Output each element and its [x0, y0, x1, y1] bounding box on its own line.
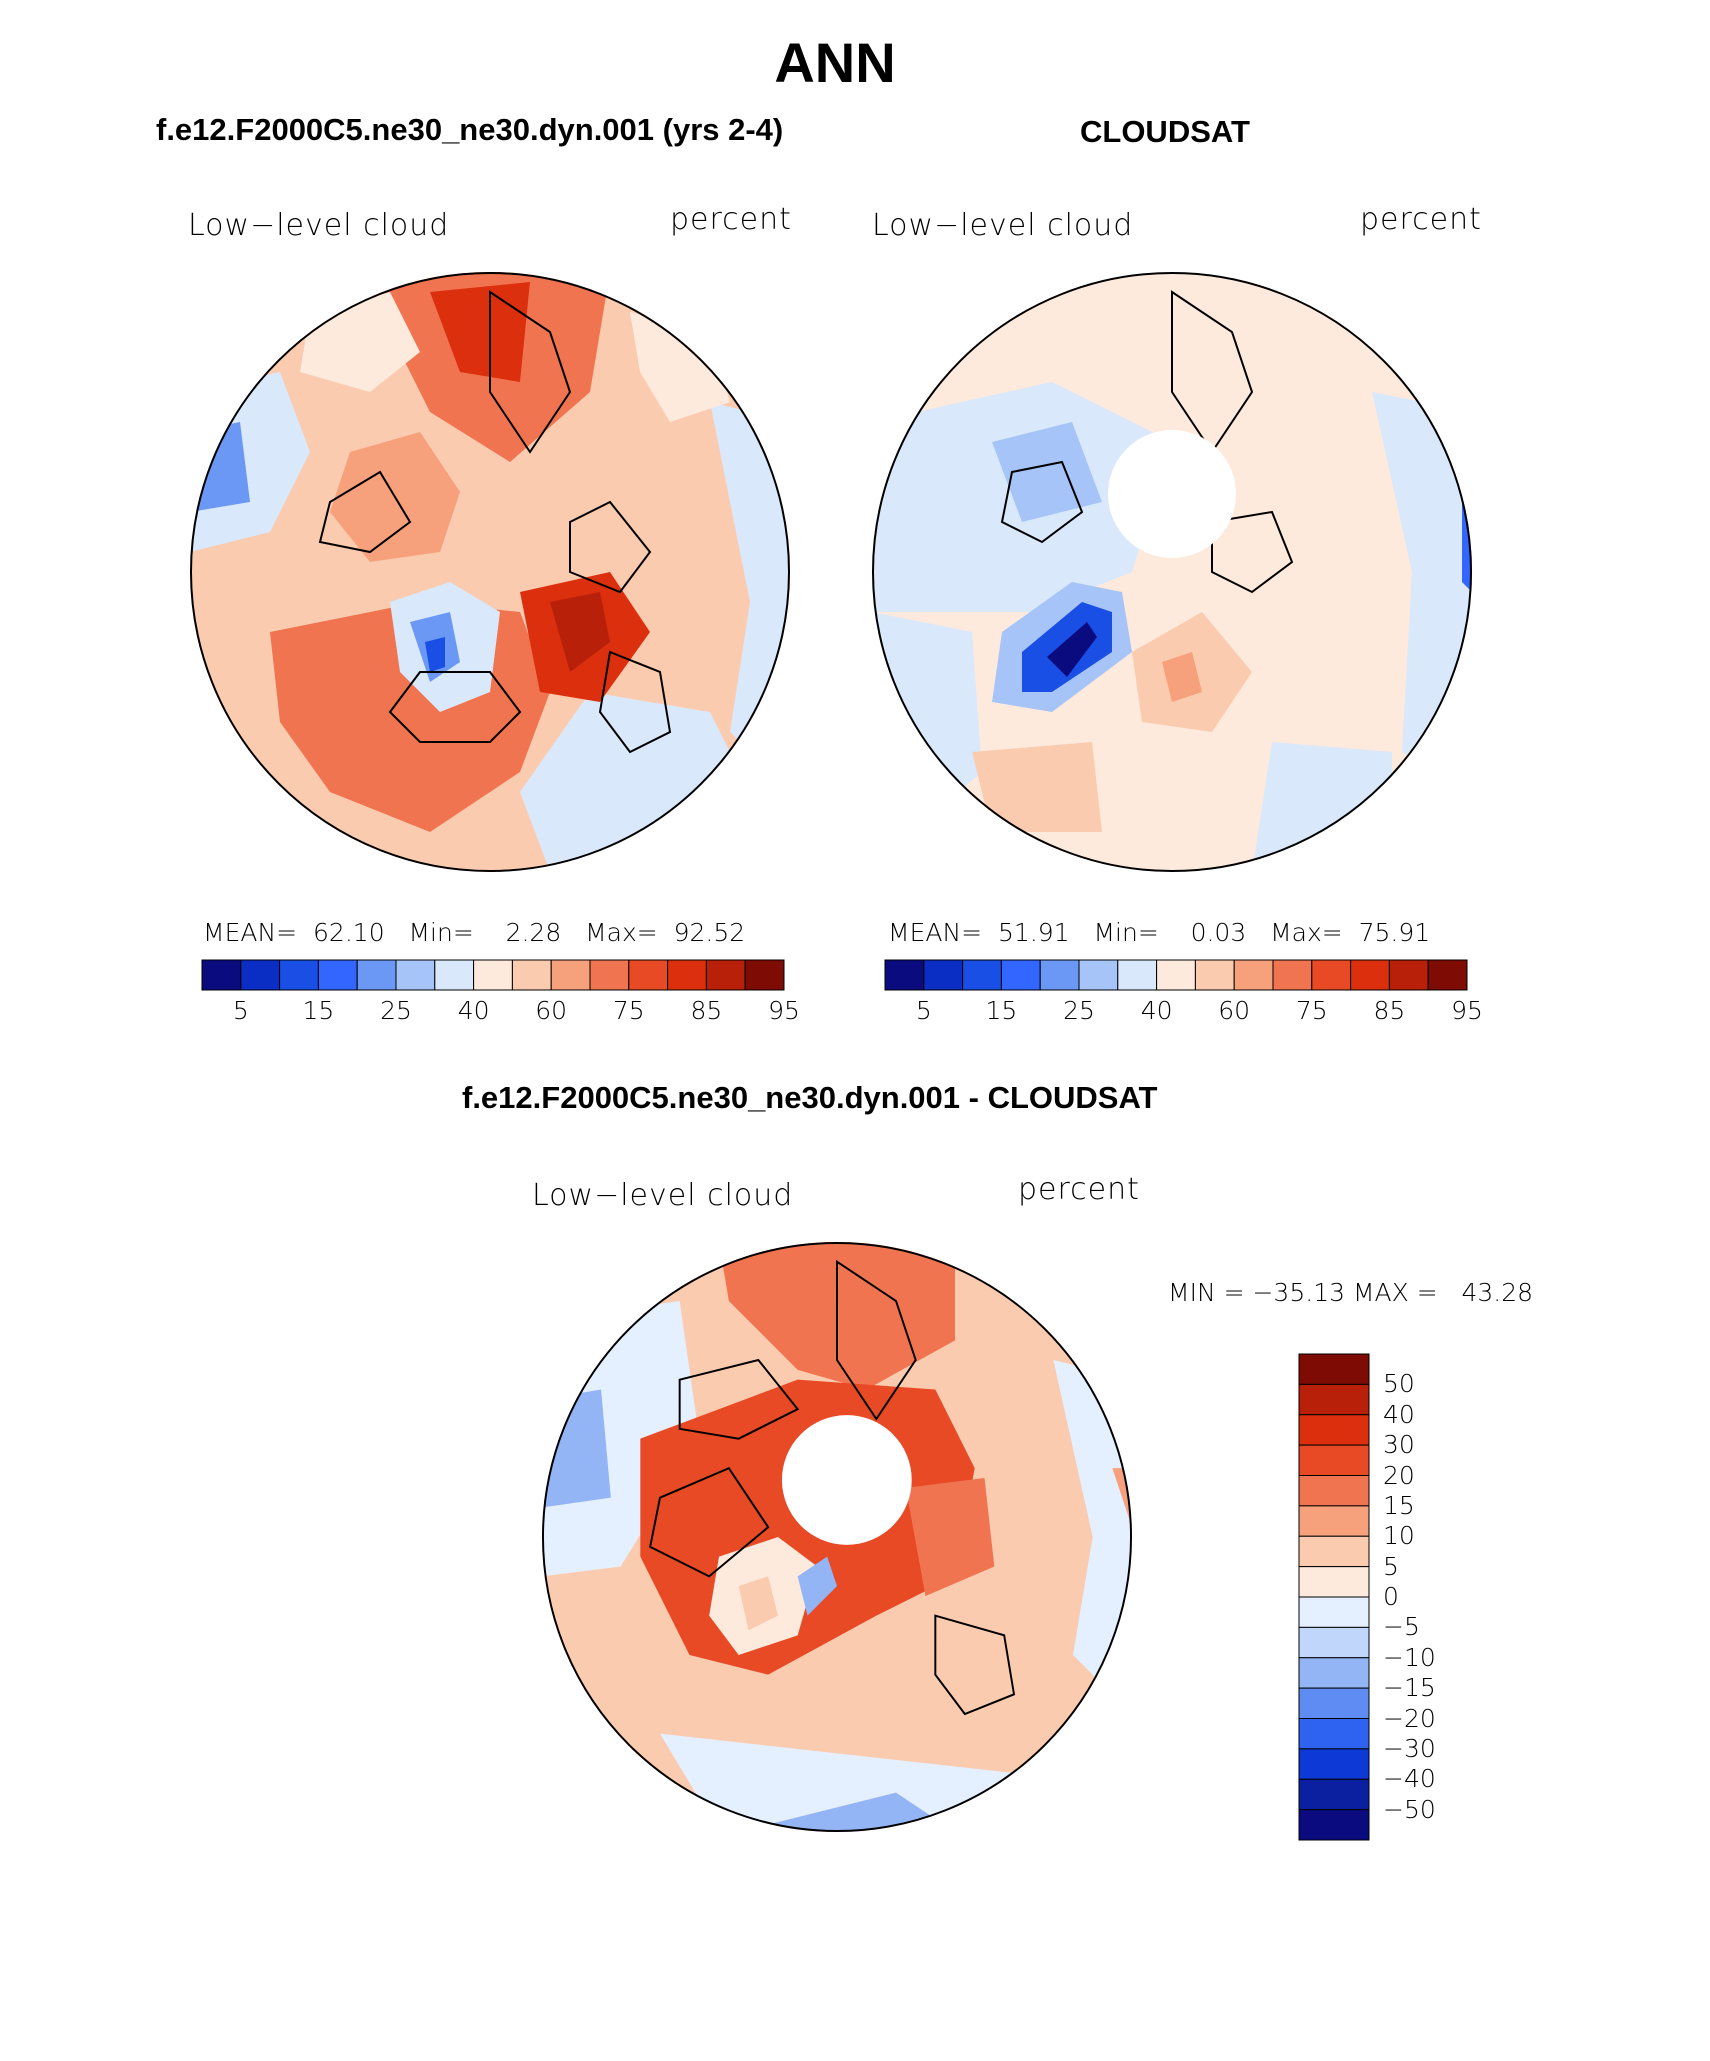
colorbar-swatch [1298, 1414, 1370, 1446]
colorbar-tick-label: 40 [1140, 996, 1173, 1025]
colorbar-swatch [1000, 959, 1041, 991]
colorbar-swatch [1298, 1626, 1370, 1659]
colorbar-tick-label: 40 [457, 996, 490, 1025]
colorbar-swatch [550, 959, 591, 991]
colorbar-tick-label: 15 [985, 996, 1018, 1025]
colorbar-swatch [628, 959, 669, 991]
colorbar-swatch [317, 959, 358, 991]
colorbar-tick-label: 85 [690, 996, 723, 1025]
colorbar-swatch [1233, 959, 1274, 991]
colorbar-tick-label: 0 [1383, 1582, 1399, 1611]
colorbar-tick-label: 40 [1383, 1399, 1415, 1429]
colorbar-swatch [1272, 959, 1313, 991]
colorbar-tick-label: 25 [380, 996, 412, 1025]
panel3-polar-map [542, 1242, 1132, 1832]
colorbar-swatch [434, 959, 475, 991]
colorbar-swatch [1298, 1596, 1370, 1628]
colorbar-swatch [1298, 1809, 1370, 1841]
colorbar-swatch [1298, 1657, 1370, 1689]
colorbar-tick-label: 25 [1063, 996, 1095, 1025]
panel1-units-label: percent [670, 202, 792, 237]
colorbar-swatch [279, 959, 319, 991]
colorbar-tick-label: −40 [1383, 1764, 1436, 1794]
colorbar-swatch [1298, 1505, 1370, 1537]
colorbar-swatch [589, 959, 630, 991]
colorbar-swatch [1298, 1748, 1370, 1780]
panel2-stats: MEAN= 51.91 Min= 0.03 Max= 75.91 [888, 918, 1431, 947]
colorbar-swatch [884, 959, 925, 991]
colorbar-tick-label: 5 [232, 996, 249, 1025]
colorbar-swatch [1298, 1444, 1370, 1476]
colorbar-tick-label: 30 [1383, 1430, 1415, 1460]
colorbar-tick-label: 10 [1383, 1521, 1415, 1551]
panel2-polar-map [872, 272, 1472, 872]
panel1-case-title: f.e12.F2000C5.ne30_ne30.dyn.001 (yrs 2-4… [156, 112, 784, 147]
colorbar-swatch [1298, 1535, 1370, 1568]
colorbar-tick-label: −30 [1383, 1733, 1436, 1763]
colorbar-tick-label: 20 [1383, 1460, 1415, 1490]
colorbar-swatch [1298, 1353, 1370, 1385]
colorbar-swatch [1156, 959, 1196, 991]
colorbar-tick-label: 75 [1295, 996, 1328, 1025]
panel2-variable-label: Low−level cloud [872, 208, 1134, 243]
colorbar-tick-label: 15 [302, 996, 335, 1025]
figure-title: ANN [774, 31, 896, 94]
panel1-variable-label: Low−level cloud [188, 208, 450, 243]
colorbar-tick-label: 50 [1383, 1369, 1415, 1399]
colorbar-swatch [240, 959, 281, 991]
colorbar-swatch [1039, 959, 1080, 991]
colorbar-tick-label: −15 [1383, 1673, 1436, 1703]
panel1-stats: MEAN= 62.10 Min= 2.28 Max= 92.52 [203, 918, 746, 947]
colorbar-swatch [1298, 1475, 1370, 1507]
panel3-colorbar [1298, 1353, 1370, 1841]
colorbar-swatch [962, 959, 1002, 991]
panel2-colorbar [884, 959, 1468, 991]
colorbar-swatch [473, 959, 513, 991]
colorbar-swatch [923, 959, 964, 991]
colorbar-tick-label: 5 [915, 996, 932, 1025]
panel3-variable-label: Low−level cloud [532, 1178, 794, 1213]
colorbar-tick-label: −50 [1383, 1794, 1436, 1824]
panel2-units-label: percent [1360, 202, 1482, 237]
panel2-case-title: CLOUDSAT [1080, 114, 1250, 149]
colorbar-swatch [1298, 1566, 1370, 1598]
colorbar-swatch [1078, 959, 1119, 991]
panel1-colorbar [201, 959, 785, 991]
colorbar-swatch [1350, 959, 1390, 991]
panel3-minmax: MIN = −35.13 MAX = 43.28 [1168, 1278, 1534, 1307]
colorbar-tick-label: 60 [1218, 996, 1251, 1025]
panel3-case-title: f.e12.F2000C5.ne30_ne30.dyn.001 - CLOUDS… [462, 1080, 1158, 1115]
colorbar-tick-label: 75 [612, 996, 645, 1025]
colorbar-swatch [201, 959, 242, 991]
colorbar-tick-label: 85 [1373, 996, 1406, 1025]
colorbar-swatch [667, 959, 707, 991]
colorbar-swatch [395, 959, 436, 991]
colorbar-swatch [511, 959, 552, 991]
colorbar-tick-label: 95 [1451, 996, 1483, 1025]
colorbar-swatch [1117, 959, 1158, 991]
colorbar-tick-label: 15 [1383, 1490, 1415, 1520]
colorbar-swatch [744, 959, 785, 991]
colorbar-swatch [1194, 959, 1235, 991]
colorbar-tick-label: 95 [768, 996, 800, 1025]
colorbar-swatch [1427, 959, 1468, 991]
colorbar-tick-label: −20 [1383, 1703, 1436, 1733]
colorbar-tick-label: −5 [1383, 1612, 1420, 1642]
colorbar-tick-label: 5 [1383, 1551, 1399, 1581]
colorbar-tick-label: 60 [535, 996, 568, 1025]
colorbar-tick-label: −10 [1383, 1642, 1436, 1672]
panel3-units-label: percent [1018, 1172, 1140, 1207]
colorbar-swatch [1298, 1778, 1370, 1811]
colorbar-swatch [1298, 1687, 1370, 1719]
colorbar-swatch [1298, 1718, 1370, 1750]
panel1-polar-map [190, 272, 790, 872]
colorbar-swatch [705, 959, 746, 991]
colorbar-swatch [356, 959, 397, 991]
colorbar-swatch [1298, 1383, 1370, 1416]
colorbar-swatch [1388, 959, 1429, 991]
colorbar-swatch [1311, 959, 1352, 991]
